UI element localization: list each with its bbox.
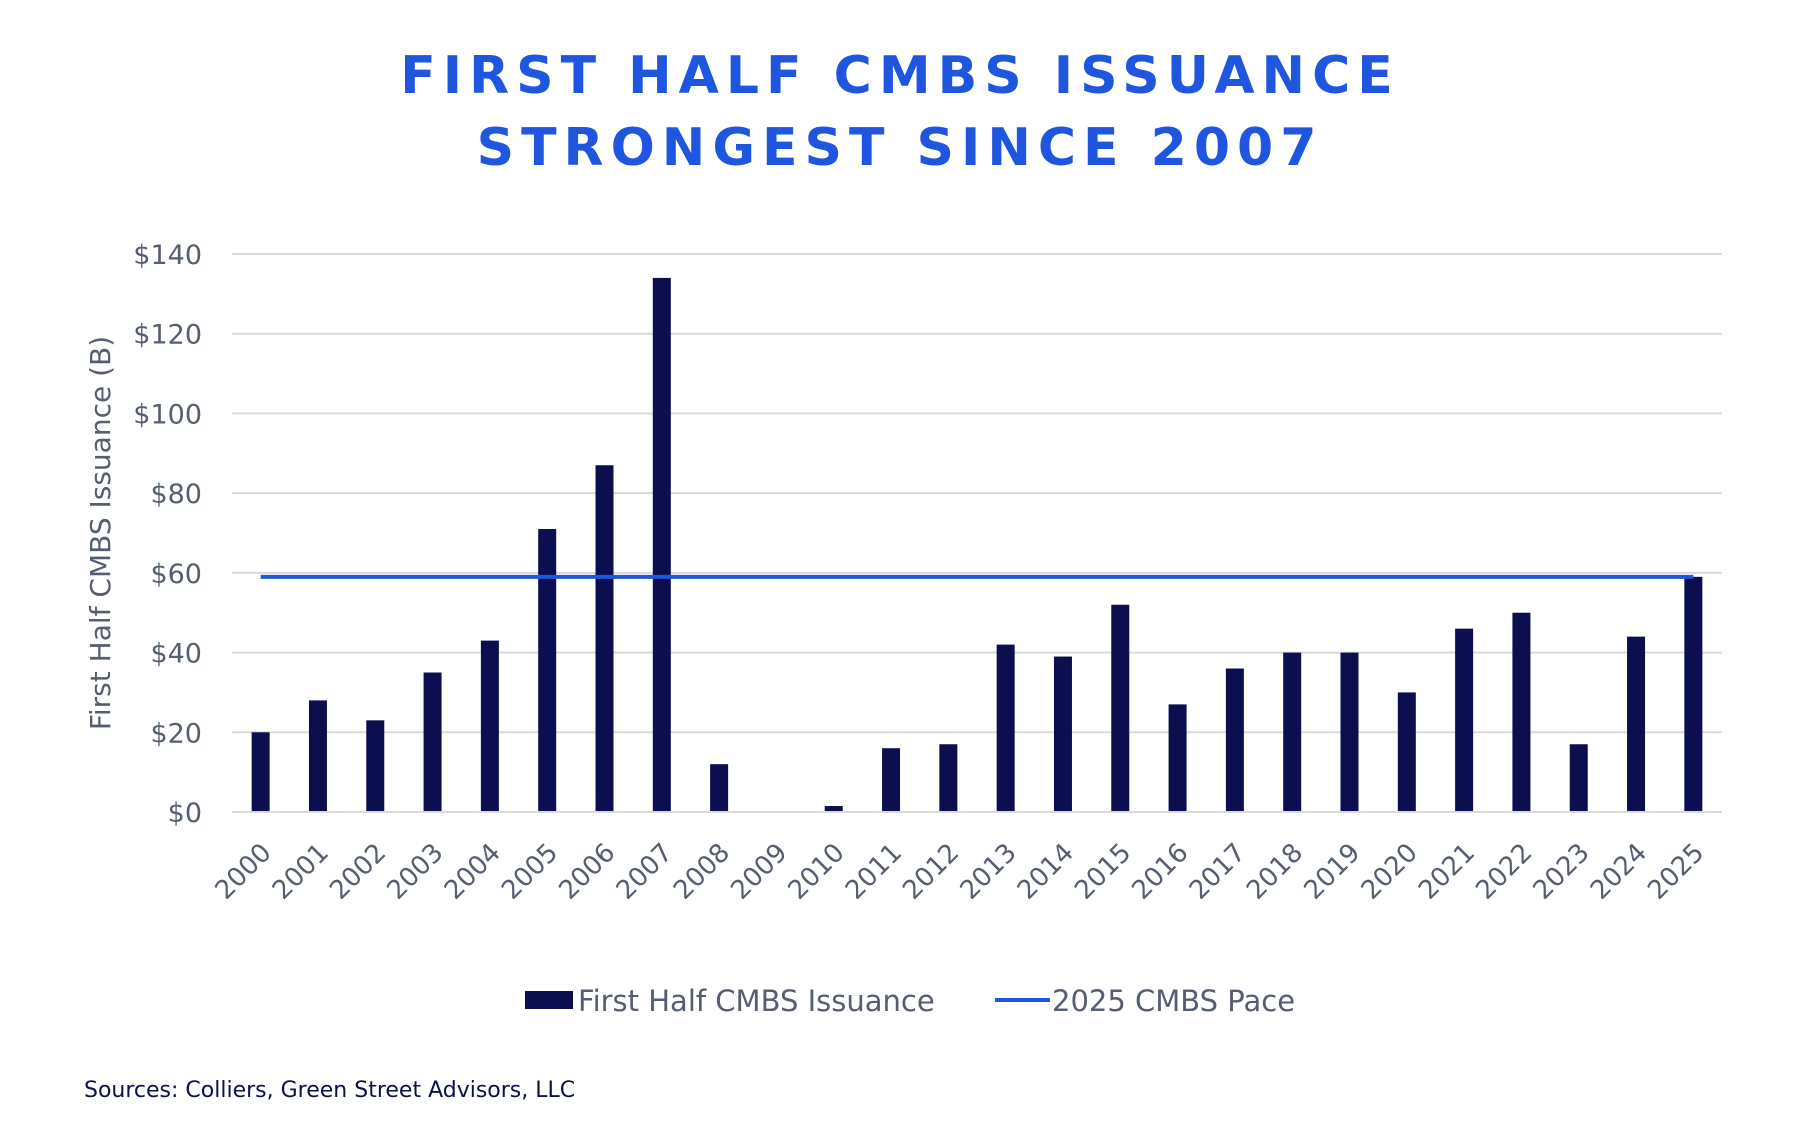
chart-title-line-1: FIRST HALF CMBS ISSUANCE (400, 46, 1400, 106)
x-tick-label: 2007 (611, 838, 679, 906)
x-tick-label: 2014 (1012, 838, 1080, 906)
bar-2022 (1512, 612, 1531, 812)
x-tick-label: 2012 (897, 838, 965, 906)
x-tick-label: 2016 (1127, 838, 1195, 906)
x-tick-label: 2024 (1585, 838, 1653, 906)
x-tick-label: 2021 (1413, 838, 1481, 906)
bar-2002 (366, 720, 385, 812)
bar-2007 (652, 277, 671, 812)
x-tick-label: 2010 (783, 838, 851, 906)
chart-title-line-2: STRONGEST SINCE 2007 (476, 118, 1324, 178)
y-tick-label: $20 (150, 718, 202, 749)
y-tick-label: $60 (150, 559, 202, 590)
bar-2014 (1053, 656, 1072, 812)
source-note: Sources: Colliers, Green Street Advisors… (84, 1078, 576, 1103)
x-tick-label: 2011 (840, 838, 908, 906)
bar-2006 (595, 465, 614, 812)
x-tick-label: 2004 (439, 838, 507, 906)
x-tick-label: 2003 (382, 838, 450, 906)
x-tick-label: 2001 (267, 838, 335, 906)
bar-2013 (996, 644, 1015, 812)
x-tick-label: 2015 (1069, 838, 1137, 906)
x-tick-label: 2008 (668, 838, 736, 906)
bar-2010 (824, 806, 843, 812)
y-tick-label: $120 (133, 320, 202, 351)
bar-2016 (1168, 704, 1187, 812)
y-tick-label: $0 (168, 798, 202, 829)
bar-2017 (1225, 668, 1244, 812)
x-tick-label: 2017 (1184, 838, 1252, 906)
x-tick-label: 2018 (1241, 838, 1309, 906)
chart-title: FIRST HALF CMBS ISSUANCE STRONGEST SINCE… (0, 40, 1800, 184)
y-tick-label: $100 (133, 399, 202, 430)
bar-2005 (538, 529, 557, 812)
bar-2024 (1627, 636, 1646, 812)
bar-2015 (1111, 604, 1130, 812)
x-tick-label: 2022 (1470, 838, 1538, 906)
bar-2004 (480, 640, 499, 812)
bar-2001 (308, 700, 327, 812)
bar-2023 (1569, 744, 1588, 812)
legend-swatch-bar (525, 991, 573, 1009)
bar-2018 (1283, 652, 1302, 812)
bar-2019 (1340, 652, 1359, 812)
bar-2000 (251, 732, 270, 812)
bar-2020 (1397, 692, 1416, 812)
x-tick-label: 2000 (210, 838, 278, 906)
bar-2003 (423, 672, 442, 812)
x-tick-label: 2013 (955, 838, 1023, 906)
x-tick-label: 2005 (496, 838, 564, 906)
bar-2008 (710, 764, 729, 812)
y-axis-label: First Half CMBS Issuance (B) (84, 336, 117, 730)
x-tick-label: 2019 (1298, 838, 1366, 906)
x-tick-label: 2023 (1528, 838, 1596, 906)
x-tick-label: 2002 (324, 838, 392, 906)
y-tick-label: $40 (150, 639, 202, 670)
bar-2025 (1684, 576, 1703, 812)
x-tick-label: 2006 (553, 838, 621, 906)
bar-2021 (1455, 628, 1474, 812)
bar-2012 (939, 744, 958, 812)
x-tick-label: 2025 (1642, 838, 1710, 906)
x-tick-label: 2020 (1356, 838, 1424, 906)
y-tick-label: $140 (133, 240, 202, 271)
legend-label-line: 2025 CMBS Pace (1052, 984, 1295, 1018)
y-tick-label: $80 (150, 479, 202, 510)
legend-label-bar: First Half CMBS Issuance (578, 984, 935, 1018)
bar-2011 (882, 748, 901, 812)
x-tick-label: 2009 (725, 838, 793, 906)
